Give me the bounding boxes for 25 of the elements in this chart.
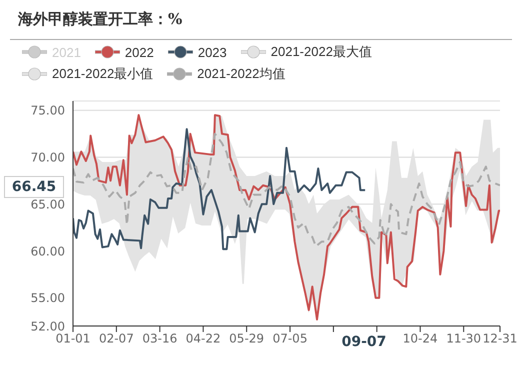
x-tick-label: 12-31: [482, 332, 518, 346]
text: 09-07: [338, 332, 390, 352]
legend-label: 2021-2022最大值: [270, 43, 372, 61]
legend-label: 2023: [198, 44, 227, 60]
x-tick-label: 11-30: [446, 332, 482, 346]
x-tick-label: 10-24: [402, 332, 438, 346]
x-tick-label: 01-01: [56, 332, 90, 346]
x-tick-label: 04-22: [186, 332, 221, 346]
y-tick-label: 75.00: [30, 104, 65, 118]
x-tick-label: 05-29: [229, 332, 264, 346]
x-tick-label: 07-05: [272, 332, 308, 346]
legend-label: 2021-2022均值: [197, 65, 286, 83]
text: 66.45: [4, 176, 64, 198]
y-tick-label: 60.00: [30, 244, 65, 258]
legend-label: 2021-2022最小值: [52, 65, 154, 83]
line-series: [73, 132, 500, 248]
chart-title: 海外甲醇装置开工率：%: [18, 10, 182, 29]
x-tick-label: 02-07: [98, 332, 134, 346]
x-tick-label: 03-16: [142, 332, 178, 346]
y-tick-label: 55.00: [30, 291, 65, 306]
y-tick-label: 65.00: [30, 197, 65, 212]
y-tick-label: 70.00: [30, 150, 65, 165]
line-series: [73, 128, 366, 250]
y-tick-label: 52.00: [30, 319, 65, 334]
legend-label: 2022: [124, 44, 154, 60]
